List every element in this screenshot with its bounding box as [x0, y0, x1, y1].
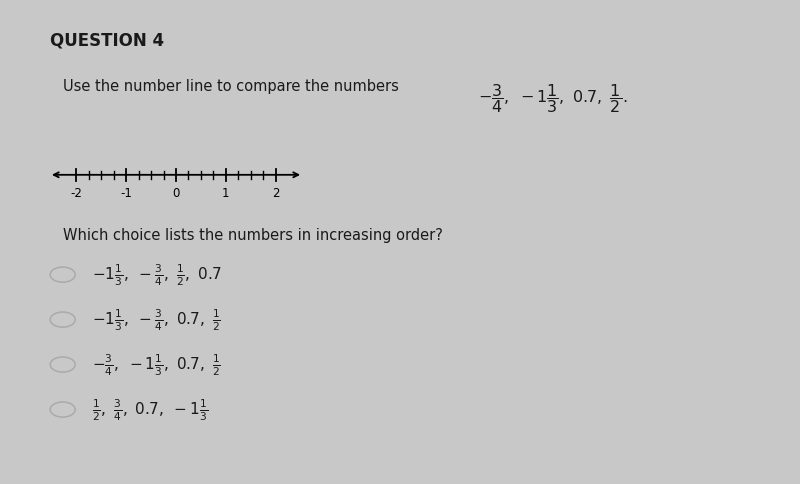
Text: 2: 2: [272, 187, 279, 200]
Text: $-\dfrac{3}{4},\ -1\dfrac{1}{3},\ 0.7,\ \dfrac{1}{2}.$: $-\dfrac{3}{4},\ -1\dfrac{1}{3},\ 0.7,\ …: [478, 81, 628, 114]
Text: QUESTION 4: QUESTION 4: [50, 32, 164, 50]
Text: -2: -2: [70, 187, 82, 200]
Text: $\frac{1}{2},\ \frac{3}{4},\ 0.7,\ -1\frac{1}{3}$: $\frac{1}{2},\ \frac{3}{4},\ 0.7,\ -1\fr…: [91, 397, 208, 423]
Text: $-\frac{3}{4},\ -1\frac{1}{3},\ 0.7,\ \frac{1}{2}$: $-\frac{3}{4},\ -1\frac{1}{3},\ 0.7,\ \f…: [91, 352, 221, 378]
Text: -1: -1: [120, 187, 132, 200]
Text: 1: 1: [222, 187, 230, 200]
Text: $-1\frac{1}{3},\ -\frac{3}{4},\ \frac{1}{2},\ 0.7$: $-1\frac{1}{3},\ -\frac{3}{4},\ \frac{1}…: [91, 262, 221, 288]
Text: 0: 0: [172, 187, 180, 200]
Text: Use the number line to compare the numbers: Use the number line to compare the numbe…: [62, 79, 398, 94]
Text: Which choice lists the numbers in increasing order?: Which choice lists the numbers in increa…: [62, 228, 442, 243]
Text: $-1\frac{1}{3},\ -\frac{3}{4},\ 0.7,\ \frac{1}{2}$: $-1\frac{1}{3},\ -\frac{3}{4},\ 0.7,\ \f…: [91, 307, 221, 333]
